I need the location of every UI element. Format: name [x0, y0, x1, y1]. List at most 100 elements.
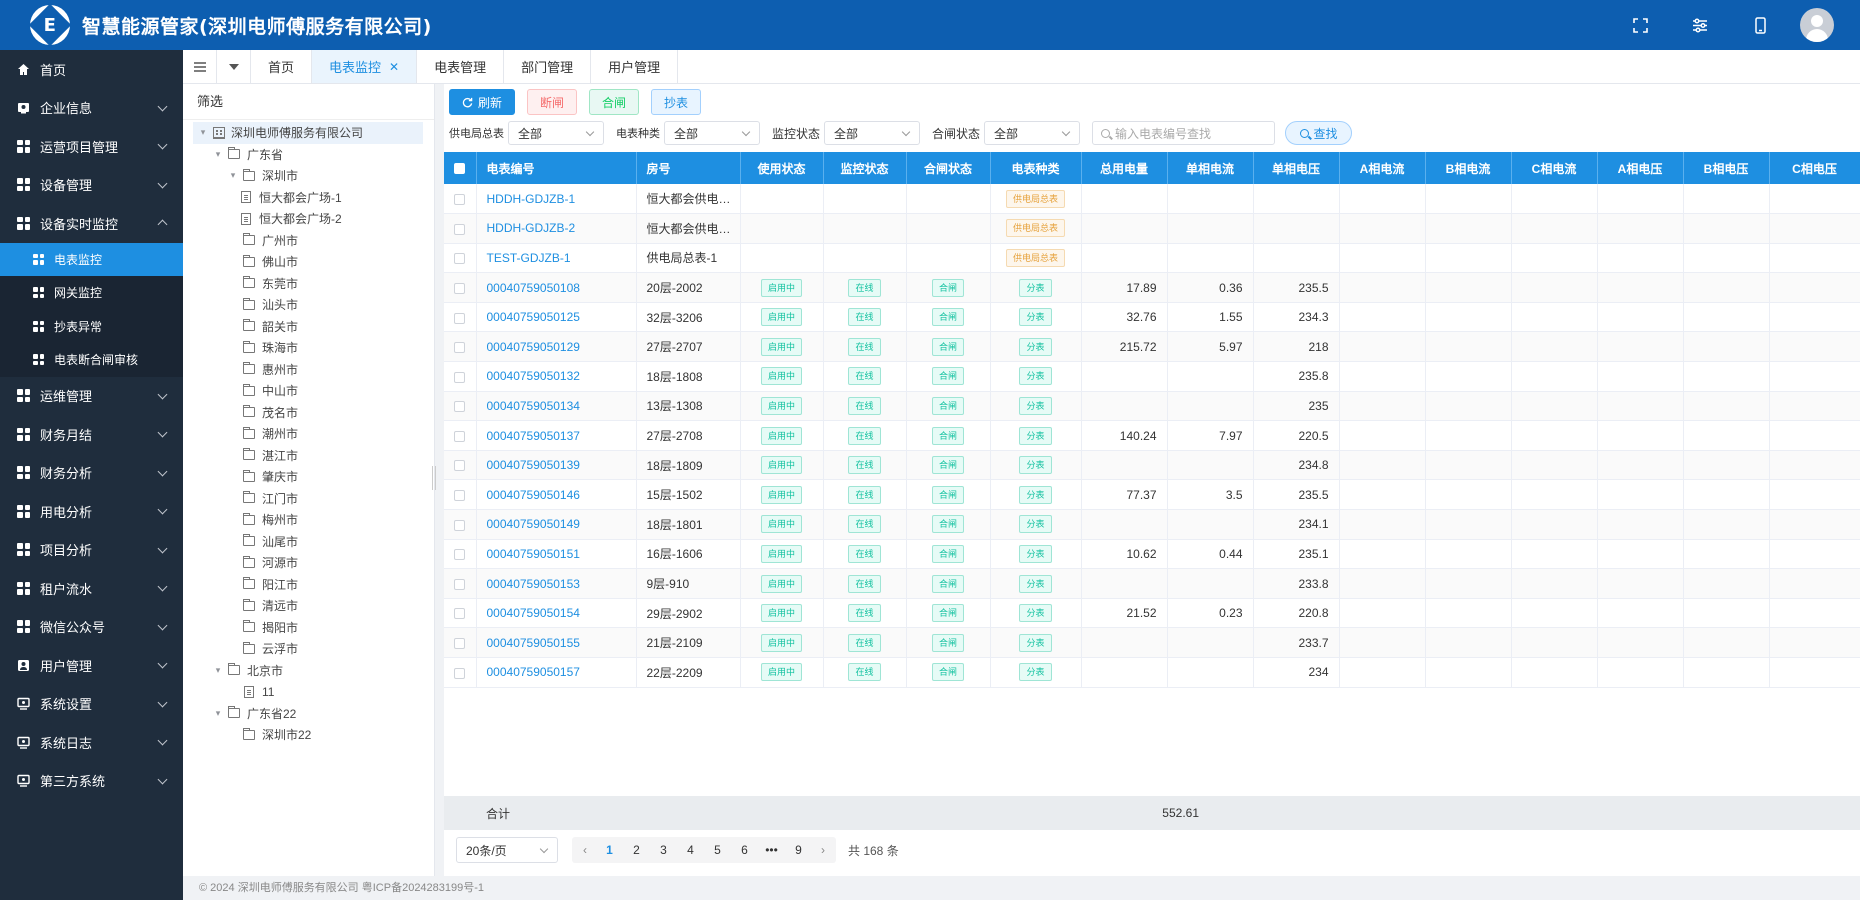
column-header[interactable]: 总用电量	[1081, 152, 1168, 184]
meter-id-link[interactable]: HDDH-GDJZB-1	[476, 184, 637, 215]
sidebar-item-10[interactable]: 租户流水	[0, 569, 183, 608]
page-number-button[interactable]: 1	[606, 843, 613, 857]
tree-node[interactable]: 恒大都会广场-2	[183, 208, 434, 230]
column-header[interactable]: 监控状态	[823, 152, 907, 184]
column-header[interactable]: 使用状态	[740, 152, 824, 184]
page-size-select[interactable]: 20条/页	[456, 837, 558, 863]
tree-node[interactable]: 揭阳市	[183, 617, 434, 639]
page-number-button[interactable]: •••	[765, 843, 778, 857]
caret-down-icon[interactable]: ▾	[215, 707, 221, 718]
column-header[interactable]: B相电流	[1425, 152, 1512, 184]
row-checkbox[interactable]	[454, 667, 466, 679]
refresh-button[interactable]: 刷新	[449, 89, 516, 115]
tab-3[interactable]: 部门管理	[504, 50, 592, 83]
row-checkbox[interactable]	[454, 253, 466, 265]
filter-monitor-status-select[interactable]: 全部	[824, 121, 921, 145]
column-header[interactable]: 房号	[636, 152, 741, 184]
filter-meter-type-select[interactable]: 全部	[664, 121, 760, 145]
sidebar-subitem-2[interactable]: 抄表异常	[0, 309, 183, 343]
read-meter-button[interactable]: 抄表	[651, 89, 702, 115]
row-checkbox[interactable]	[454, 519, 466, 531]
meter-id-link[interactable]: 00040759050151	[476, 539, 637, 570]
row-checkbox[interactable]	[454, 401, 466, 413]
row-checkbox[interactable]	[454, 371, 466, 383]
fullscreen-icon[interactable]	[1610, 0, 1670, 50]
filter-switch-status-select[interactable]: 全部	[984, 121, 1081, 145]
column-header[interactable]: 电表种类	[990, 152, 1082, 184]
next-page-button[interactable]: ›	[821, 843, 825, 857]
tree-node[interactable]: 湛江市	[183, 445, 434, 467]
prev-page-button[interactable]: ‹	[583, 843, 587, 857]
table-row[interactable]: 00040759050129 27层-2707 启用中 在线 合闸 分表 215.72 5.9…	[444, 331, 1860, 363]
column-header[interactable]: 单相电压	[1253, 152, 1340, 184]
table-row[interactable]: 00040759050137 27层-2708 启用中 在线 合闸 分表 140.24 7.9…	[444, 420, 1860, 451]
tree-node[interactable]: 东莞市	[183, 273, 434, 295]
tree-node[interactable]: 韶关市	[183, 316, 434, 338]
sidebar-item-9[interactable]: 项目分析	[0, 531, 183, 570]
table-row[interactable]: HDDH-GDJZB-1恒大都会供电局总表-1 供电局总表	[444, 184, 1860, 215]
sidebar-item-13[interactable]: 系统设置	[0, 685, 183, 724]
column-header[interactable]: C相电压	[1769, 152, 1860, 184]
table-row[interactable]: 00040759050125 32层-3206 启用中 在线 合闸 分表 32.76 1.55…	[444, 302, 1860, 333]
column-header[interactable]: 电表编号	[476, 152, 637, 184]
meter-id-link[interactable]: 00040759050154	[476, 598, 637, 629]
row-checkbox[interactable]	[454, 342, 466, 354]
tab-2[interactable]: 电表管理	[417, 50, 505, 83]
page-number-button[interactable]: 5	[714, 843, 721, 857]
table-row[interactable]: 00040759050157 22层-2209 启用中 在线 合闸 分表 234	[444, 657, 1860, 688]
tree-node[interactable]: 深圳市22	[183, 724, 434, 746]
tree-node[interactable]: 11	[183, 681, 434, 703]
sidebar-item-4[interactable]: 设备实时监控	[0, 204, 183, 243]
tree-node[interactable]: 江门市	[183, 488, 434, 510]
cutoff-button[interactable]: 断闸	[527, 89, 578, 115]
meter-id-link[interactable]: 00040759050132	[476, 361, 637, 392]
sidebar-item-6[interactable]: 财务月结	[0, 415, 183, 454]
sidebar-item-15[interactable]: 第三方系统	[0, 762, 183, 801]
caret-down-icon[interactable]: ▾	[215, 148, 221, 159]
row-checkbox[interactable]	[454, 608, 466, 620]
tree-node[interactable]: 中山市	[183, 380, 434, 402]
tree-node[interactable]: 汕尾市	[183, 531, 434, 553]
row-checkbox[interactable]	[454, 490, 466, 502]
table-row[interactable]: 00040759050146 15层-1502 启用中 在线 合闸 分表 77.37 3.5 2…	[444, 479, 1860, 511]
meter-search-input[interactable]: 输入电表编号查找	[1092, 121, 1276, 145]
table-row[interactable]: 00040759050154 29层-2902 启用中 在线 合闸 分表 21.52 0.23…	[444, 598, 1860, 629]
search-button[interactable]: 查找	[1285, 121, 1353, 145]
tree-node[interactable]: 清远市	[183, 595, 434, 617]
sidebar-item-7[interactable]: 财务分析	[0, 454, 183, 493]
panel-splitter-handle[interactable]	[432, 466, 436, 490]
sidebar-item-0[interactable]: 首页	[0, 50, 183, 89]
meter-id-link[interactable]: 00040759050157	[476, 657, 637, 688]
sidebar-item-2[interactable]: 运营项目管理	[0, 127, 183, 166]
tree-node[interactable]: 云浮市	[183, 638, 434, 660]
tree-node[interactable]: 梅州市	[183, 509, 434, 531]
table-row[interactable]: 00040759050108 20层-2002 启用中 在线 合闸 分表 17.89 0.36…	[444, 272, 1860, 303]
meter-id-link[interactable]: 00040759050146	[476, 479, 637, 511]
user-avatar[interactable]	[1800, 8, 1834, 42]
sidebar-item-3[interactable]: 设备管理	[0, 166, 183, 205]
meter-id-link[interactable]: 00040759050155	[476, 627, 637, 658]
meter-id-link[interactable]: 00040759050139	[476, 450, 637, 481]
caret-down-icon[interactable]: ▾	[200, 127, 206, 138]
meter-id-link[interactable]: 00040759050125	[476, 302, 637, 333]
sidebar-subitem-3[interactable]: 电表断合闸审核	[0, 343, 183, 377]
meter-id-link[interactable]: 00040759050129	[476, 331, 637, 363]
tab-4[interactable]: 用户管理	[591, 50, 679, 83]
meter-id-link[interactable]: TEST-GDJZB-1	[476, 243, 637, 274]
tree-node[interactable]: 佛山市	[183, 251, 434, 273]
meter-id-link[interactable]: HDDH-GDJZB-2	[476, 213, 637, 244]
column-header[interactable]: C相电流	[1511, 152, 1598, 184]
meter-id-link[interactable]: 00040759050137	[476, 420, 637, 451]
sidebar-item-12[interactable]: 用户管理	[0, 646, 183, 685]
page-number-button[interactable]: 2	[633, 843, 640, 857]
filter-supply-meter-select[interactable]: 全部	[508, 121, 604, 145]
page-number-button[interactable]: 4	[687, 843, 694, 857]
tree-node[interactable]: 阳江市	[183, 574, 434, 596]
tree-node[interactable]: 肇庆市	[183, 466, 434, 488]
tree-node[interactable]: ▾ 深圳电师傅服务有限公司	[193, 122, 423, 144]
close-icon[interactable]: ✕	[389, 59, 400, 74]
row-checkbox[interactable]	[454, 578, 466, 590]
sidebar-item-11[interactable]: 微信公众号	[0, 608, 183, 647]
table-row[interactable]: 00040759050134 13层-1308 启用中 在线 合闸 分表 235	[444, 391, 1860, 422]
row-checkbox[interactable]	[454, 312, 466, 324]
